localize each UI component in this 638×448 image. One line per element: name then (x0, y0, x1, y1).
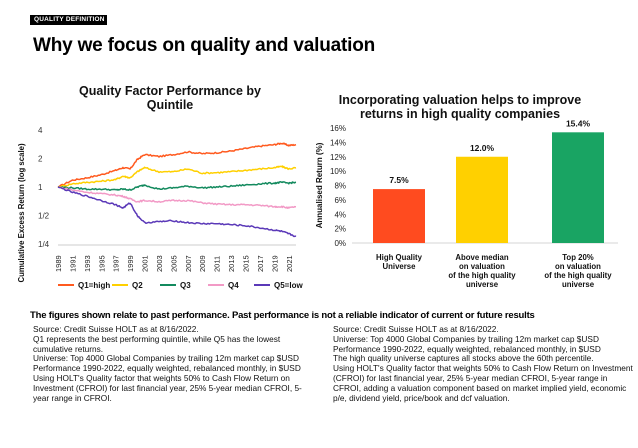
category-label: universe (466, 280, 499, 289)
page-title: Why we focus on quality and valuation (33, 35, 376, 56)
category-label: of the high quality (448, 271, 516, 280)
y-axis-label: Annualised Return (%) (315, 142, 324, 228)
y-tick-label: 2% (334, 225, 346, 234)
right-footnotes: Source: Credit Suisse HOLT as at 8/16/20… (333, 324, 633, 403)
legend-label: Q1=high (78, 281, 110, 290)
past-performance-disclaimer: The figures shown relate to past perform… (30, 310, 535, 321)
right-chart-title: Incorporating valuation helps to improve… (338, 93, 582, 121)
bar-2 (456, 156, 508, 243)
left-note: Universe: Top 4000 Global Companies by t… (33, 353, 299, 364)
right-note: The high quality universe captures all s… (333, 353, 594, 364)
y-tick-label: 1/4 (38, 240, 50, 249)
x-tick-label: 2005 (169, 255, 178, 272)
x-tick-label: 1993 (83, 255, 92, 272)
bar-data-label: 15.4% (566, 118, 591, 128)
y-tick-label: 14% (330, 138, 346, 147)
series-line-4 (57, 186, 297, 209)
bar-data-label: 12.0% (470, 143, 495, 153)
left-note: Q1 represents the best performing quinti… (33, 333, 281, 354)
x-tick-label: 2011 (213, 256, 222, 272)
x-tick-label: 1997 (112, 255, 121, 272)
left-note: Source: Credit Suisse HOLT as at 8/16/20… (33, 324, 199, 334)
y-tick-label: 16% (330, 124, 346, 133)
category-label: on valuation (555, 262, 601, 271)
bar-data-label: 7.5% (389, 175, 409, 185)
y-tick-label: 2 (38, 155, 43, 164)
legend-label: Q2 (132, 281, 143, 290)
x-tick-label: 2017 (256, 255, 265, 272)
right-note: Source: Credit Suisse HOLT as at 8/16/20… (333, 324, 499, 334)
y-tick-label: 6% (334, 196, 346, 205)
category-label: Top 20% (562, 253, 594, 262)
y-tick-label: 4 (38, 126, 43, 135)
y-tick-label: 8% (334, 182, 346, 191)
x-tick-label: 2015 (242, 255, 251, 272)
series-line-1 (57, 142, 297, 188)
y-tick-label: 1 (38, 183, 43, 192)
bar-1 (373, 189, 425, 243)
x-tick-label: 2003 (155, 255, 164, 272)
category-label: universe (562, 280, 595, 289)
y-tick-label: 1/2 (38, 212, 50, 221)
series-line-2 (57, 165, 297, 188)
bar-3 (552, 132, 604, 243)
category-label: High Quality (376, 253, 423, 262)
legend-label: Q3 (180, 281, 191, 290)
y-tick-label: 10% (330, 167, 346, 176)
category-label: Above median (455, 253, 509, 262)
category-label: of the high quality (544, 271, 612, 280)
y-axis-label: Cumulative Excess Return (log scale) (17, 143, 26, 282)
x-tick-label: 1989 (54, 255, 63, 272)
left-note: Performance 1990-2022, equally weighted,… (33, 363, 301, 374)
category-label: on valuation (459, 262, 505, 271)
x-tick-label: 1991 (68, 255, 77, 272)
left-note: Using HOLT's Quality factor that weights… (33, 372, 302, 403)
left-chart-title: Quality Factor Performance by Quintile (78, 84, 261, 112)
x-tick-label: 2007 (184, 255, 193, 272)
y-tick-label: 12% (330, 153, 346, 162)
x-tick-label: 2013 (227, 255, 236, 272)
x-tick-label: 2001 (141, 255, 150, 272)
legend-label: Q5=low (274, 281, 303, 290)
left-footnotes: Source: Credit Suisse HOLT as at 8/16/20… (33, 324, 313, 403)
x-tick-label: 2009 (198, 255, 207, 272)
x-tick-label: 1995 (97, 255, 106, 272)
right-note: Performance 1990-2022, equally weighted,… (333, 343, 601, 354)
y-tick-label: 0% (334, 239, 346, 248)
series-line-5 (57, 186, 297, 238)
y-tick-label: 4% (334, 210, 346, 219)
x-tick-label: 1999 (126, 255, 135, 272)
x-tick-label: 2019 (270, 255, 279, 272)
series-line-3 (57, 181, 297, 192)
legend-label: Q4 (228, 281, 239, 290)
x-tick-label: 2021 (285, 255, 294, 272)
category-label: Universe (383, 262, 417, 271)
section-badge: QUALITY DEFINITION (30, 15, 107, 25)
right-note: Universe: Top 4000 Global Companies by t… (333, 333, 599, 344)
right-note: Using HOLT's Quality factor that weights… (333, 363, 633, 403)
